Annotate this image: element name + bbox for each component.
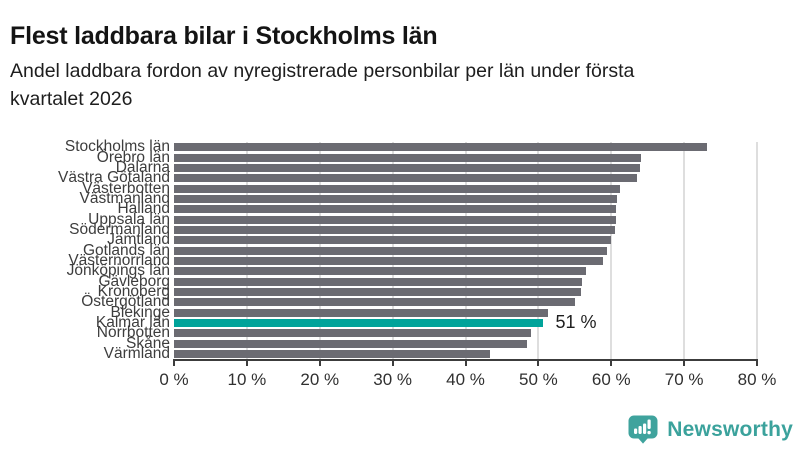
bar <box>174 215 616 224</box>
y-axis-label: Örebro län <box>96 148 170 166</box>
bar <box>174 298 575 307</box>
bar <box>174 184 620 193</box>
x-axis-tick <box>245 361 248 366</box>
x-axis-tick-label: 50 % <box>519 370 558 389</box>
bar <box>174 277 583 286</box>
x-axis-tick <box>610 361 613 366</box>
bar <box>174 163 640 172</box>
y-axis-label: Uppsala län <box>88 210 170 228</box>
bar <box>174 339 528 348</box>
y-axis-label: Jönköpings län <box>66 262 170 280</box>
y-axis-label: Dalarna <box>115 158 170 176</box>
y-axis-label: Skåne <box>126 334 170 352</box>
y-axis-label: Gävleborg <box>98 272 170 290</box>
y-axis-label: Halland <box>117 200 170 218</box>
x-axis-tick-label: 60 % <box>591 370 631 389</box>
x-axis-tick-label: 10 % <box>227 370 267 389</box>
bar <box>174 267 587 276</box>
gridline <box>683 142 686 359</box>
x-axis-tick-label: 40 % <box>446 370 485 389</box>
bar <box>174 225 615 234</box>
bar <box>174 143 708 152</box>
x-axis-tick-label: 70 % <box>664 370 704 389</box>
x-axis-tick <box>464 361 467 366</box>
x-axis-tick <box>318 361 321 366</box>
bar-chart-speech-bubble-icon <box>628 415 658 444</box>
y-axis-label: Kalmar län <box>95 313 170 331</box>
bar <box>174 153 642 162</box>
x-axis-tick <box>537 361 540 366</box>
gridline <box>756 142 758 359</box>
subtitle-line-1: Andel laddbara fordon av nyregistrerade … <box>10 60 635 82</box>
x-axis-tick <box>391 361 394 366</box>
bar <box>174 236 612 245</box>
x-axis-tick-label: 30 % <box>373 370 412 389</box>
y-axis-label: Värmland <box>103 344 170 362</box>
bar <box>174 287 582 296</box>
bar <box>174 256 603 265</box>
y-axis-label: Gotlands län <box>82 241 170 259</box>
highlight-value-label: 51 % <box>555 311 597 332</box>
bar <box>174 329 532 338</box>
x-axis-tick <box>683 361 686 366</box>
x-axis-line <box>173 359 758 361</box>
y-axis-label: Södermanland <box>69 220 170 238</box>
x-axis-tick-label: 80 % <box>737 370 777 389</box>
page-title: Flest laddbara bilar i Stockholms län <box>10 21 438 50</box>
x-axis-tick <box>173 361 175 366</box>
gridline <box>610 142 613 359</box>
y-axis-label: Stockholms län <box>64 138 170 156</box>
bar <box>174 194 618 203</box>
y-axis-label: Jämtland <box>107 231 170 249</box>
y-axis-label: Västmanland <box>79 189 170 207</box>
chart-subtitle: Andel laddbara fordon av nyregistrerade … <box>10 57 792 113</box>
x-axis-tick-label: 0 % <box>159 370 189 389</box>
bar <box>174 349 490 358</box>
bar <box>174 174 637 183</box>
y-axis-label: Västra Götaland <box>57 169 170 187</box>
y-axis-label: Västerbotten <box>82 179 170 197</box>
y-axis-label: Västernorrland <box>68 251 170 269</box>
y-axis-label: Blekinge <box>110 303 170 321</box>
y-axis-label: Norrbotten <box>96 324 170 342</box>
x-axis-tick <box>756 361 758 366</box>
x-axis-tick-label: 20 % <box>300 370 340 389</box>
brand-name: Newsworthy <box>667 417 793 441</box>
bar <box>174 308 548 317</box>
subtitle-line-2: kvartalet 2026 <box>10 88 133 110</box>
newsworthy-logo[interactable]: Newsworthy <box>628 415 793 444</box>
bar <box>174 246 607 255</box>
highlighted-bar <box>174 318 544 327</box>
y-axis-label: Kronoberg <box>97 282 170 300</box>
y-axis-label: Östergötland <box>81 293 170 311</box>
bar <box>174 205 617 214</box>
